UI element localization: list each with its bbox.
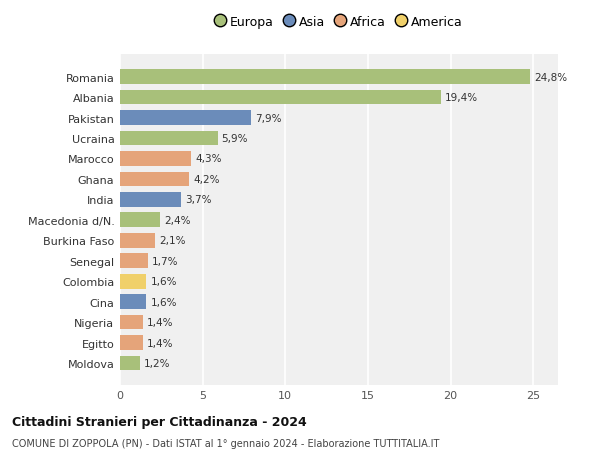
Bar: [120, 274, 146, 289]
Legend: Europa, Asia, Africa, America: Europa, Asia, Africa, America: [211, 12, 467, 32]
Bar: [120, 111, 251, 126]
Bar: [120, 193, 181, 207]
Text: 1,7%: 1,7%: [152, 256, 179, 266]
Bar: [120, 90, 440, 105]
Text: 5,9%: 5,9%: [221, 134, 248, 144]
Text: 1,6%: 1,6%: [151, 297, 177, 307]
Bar: [120, 131, 218, 146]
Text: 4,2%: 4,2%: [194, 174, 220, 185]
Text: Cittadini Stranieri per Cittadinanza - 2024: Cittadini Stranieri per Cittadinanza - 2…: [12, 415, 307, 428]
Text: 2,4%: 2,4%: [164, 215, 190, 225]
Text: 19,4%: 19,4%: [445, 93, 478, 103]
Text: 7,9%: 7,9%: [255, 113, 281, 123]
Text: 1,4%: 1,4%: [147, 317, 174, 327]
Bar: [120, 315, 143, 330]
Text: 24,8%: 24,8%: [534, 73, 567, 83]
Text: 1,6%: 1,6%: [151, 277, 177, 286]
Bar: [120, 254, 148, 269]
Bar: [120, 172, 190, 187]
Text: 4,3%: 4,3%: [195, 154, 222, 164]
Text: 2,1%: 2,1%: [159, 236, 185, 246]
Bar: [120, 213, 160, 228]
Bar: [120, 356, 140, 370]
Bar: [120, 295, 146, 309]
Bar: [120, 233, 155, 248]
Bar: [120, 152, 191, 167]
Text: 1,2%: 1,2%: [144, 358, 170, 368]
Text: 1,4%: 1,4%: [147, 338, 174, 348]
Bar: [120, 336, 143, 350]
Text: COMUNE DI ZOPPOLA (PN) - Dati ISTAT al 1° gennaio 2024 - Elaborazione TUTTITALIA: COMUNE DI ZOPPOLA (PN) - Dati ISTAT al 1…: [12, 438, 439, 448]
Bar: [120, 70, 530, 85]
Text: 3,7%: 3,7%: [185, 195, 212, 205]
